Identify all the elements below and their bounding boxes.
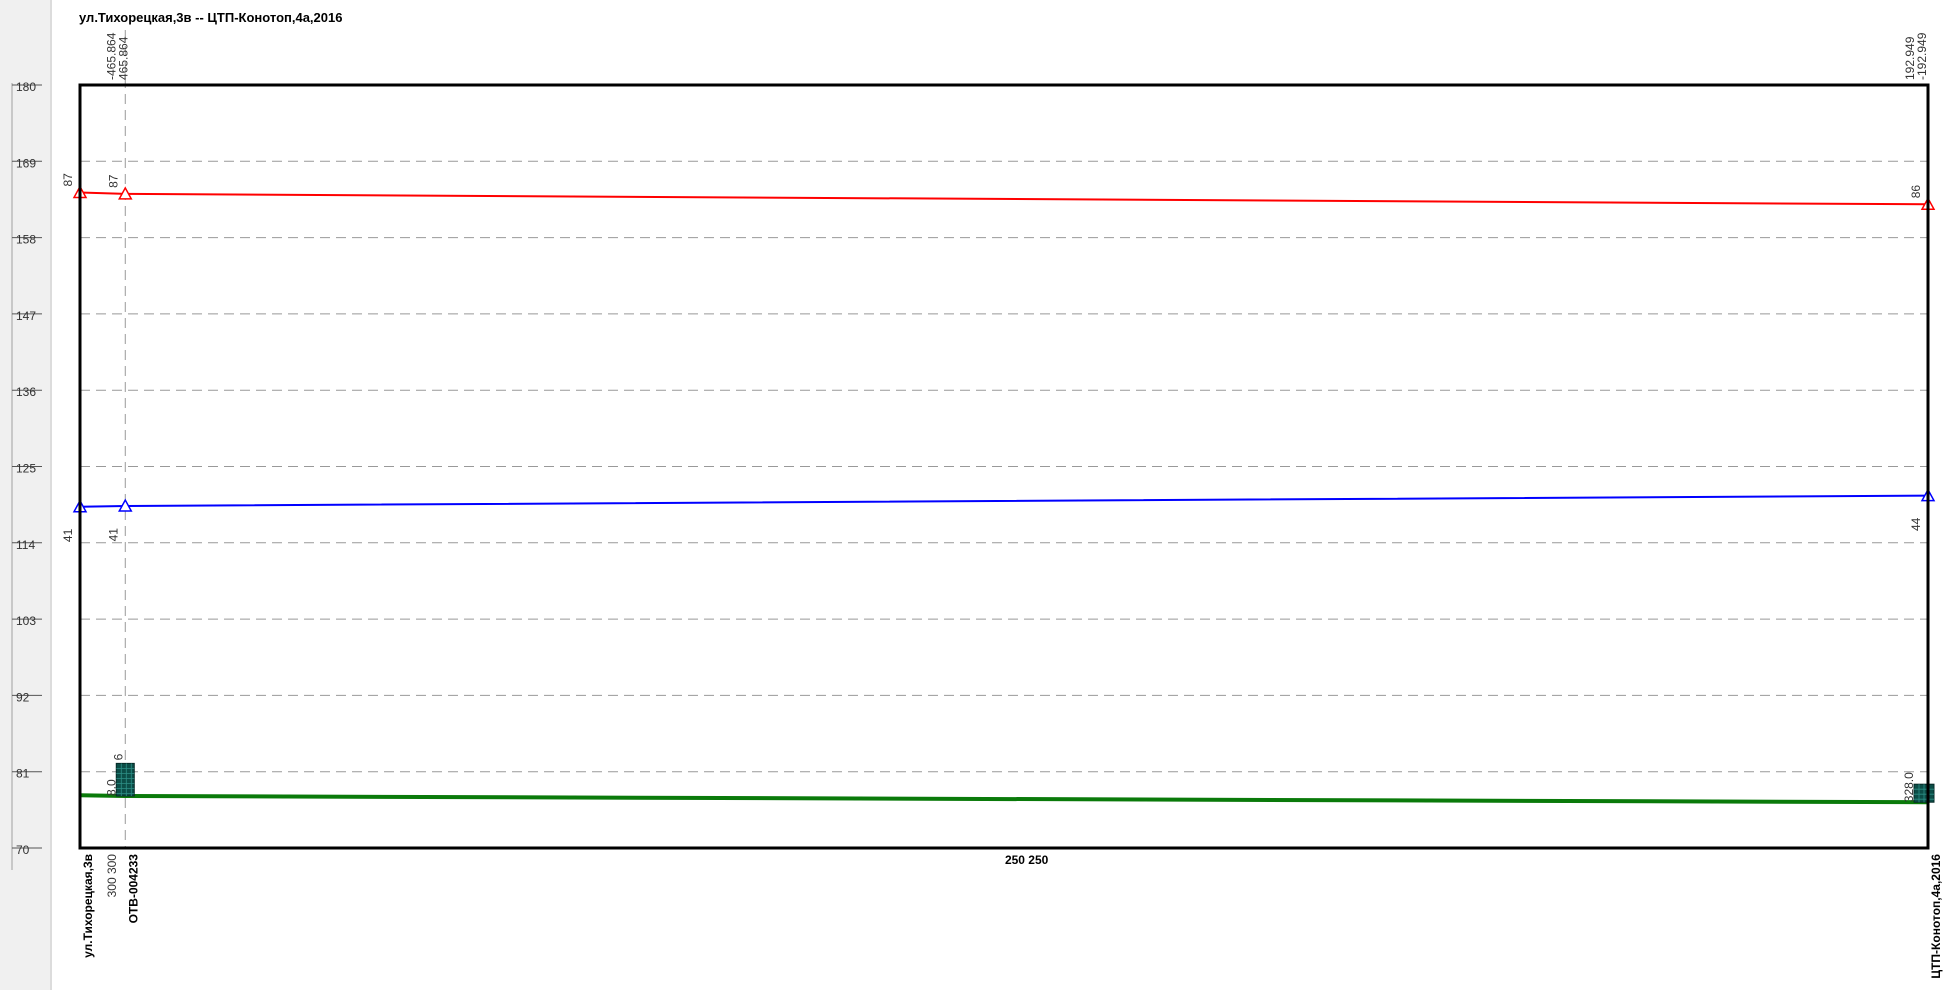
series-value-label: 86 — [1909, 185, 1923, 199]
series-value-label: 87 — [61, 173, 75, 187]
series-line — [79, 793, 1929, 805]
y-tick-label: 180 — [16, 80, 36, 94]
series-line — [79, 494, 1929, 508]
series-value-label: 41 — [61, 528, 75, 542]
node-marker — [115, 762, 135, 797]
series-point — [118, 498, 133, 512]
y-axis-scale: 180 169 158 147 136 125 114 103 92 81 70 — [12, 80, 42, 857]
node-coordinate-label: -192.949 — [1915, 32, 1929, 80]
series-line — [79, 191, 1929, 206]
marker-top-label: 6 — [111, 753, 125, 760]
node-name-label: ОТВ-004233 — [126, 854, 140, 924]
series-value-label: 87 — [106, 174, 120, 188]
segment-length-label: 250 250 — [1005, 853, 1049, 867]
node-coordinate-label: -465.864 — [104, 32, 118, 80]
y-tick-label: 169 — [16, 156, 36, 170]
node-coordinate-label: 192.949 — [1903, 36, 1917, 80]
y-tick-label: 136 — [16, 385, 36, 399]
series-point — [118, 186, 133, 200]
chart-title: ул.Тихорецкая,3в -- ЦТП-Конотоп,4а,2016 — [79, 10, 342, 25]
y-tick-label: 125 — [16, 462, 36, 476]
y-tick-label: 70 — [16, 843, 30, 857]
left-scale-panel — [0, 0, 52, 990]
y-tick-label: 158 — [16, 233, 36, 247]
segment-length-label: 300 300 — [105, 854, 119, 898]
node-name-label: ул.Тихорецкая,3в — [81, 854, 95, 958]
node-name-label: ЦТП-Конотоп,4а,2016 — [1929, 854, 1943, 979]
y-tick-label: 92 — [16, 690, 30, 704]
marker-side-label: 8.0 — [104, 779, 118, 796]
y-tick-label: 103 — [16, 614, 36, 628]
series-value-label: 41 — [106, 528, 120, 542]
series-value-label: 44 — [1909, 517, 1923, 531]
series-lines — [72, 184, 1936, 805]
marker-side-label: 328.0 — [1902, 772, 1916, 802]
plot-frame — [78, 83, 1930, 850]
y-tick-label: 147 — [16, 309, 36, 323]
grid-lines — [80, 30, 1928, 848]
y-tick-label: 81 — [16, 767, 30, 781]
node-coordinate-label: 465.864 — [116, 36, 130, 80]
y-tick-label: 114 — [16, 538, 35, 552]
